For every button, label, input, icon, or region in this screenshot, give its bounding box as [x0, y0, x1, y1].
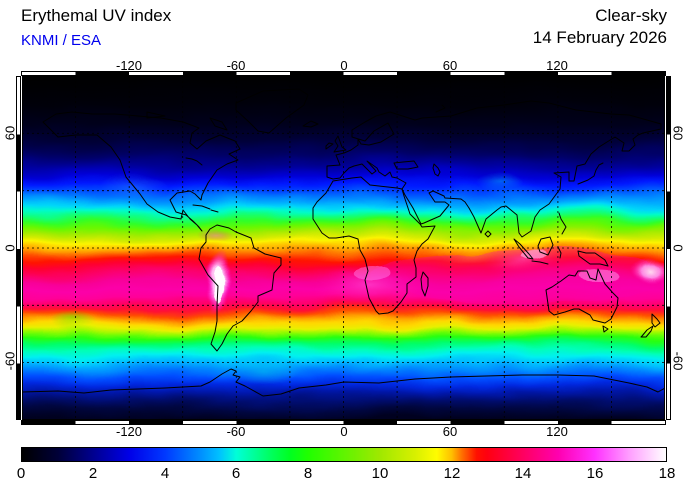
graticule	[22, 76, 665, 420]
new-guinea-coast	[577, 250, 609, 267]
colorbar-tick-18: 18	[658, 465, 676, 482]
australia-coast	[545, 268, 619, 324]
lon-tick-top-4: 60	[442, 58, 458, 73]
southeast-pacific-cool-patch	[50, 311, 98, 331]
east-africa-hotspot	[356, 265, 392, 283]
date-label: 14 February 2026	[532, 28, 667, 47]
southern-africa-hotspot	[308, 265, 432, 311]
coastlines	[22, 88, 665, 397]
antarctica-coast	[22, 368, 665, 397]
sulawesi-coast	[557, 246, 562, 259]
lon-tick-bottom-3: 0	[340, 424, 348, 439]
britain-coast	[333, 135, 347, 153]
colorbar-tick-0: 0	[16, 465, 26, 482]
greenland-coast	[235, 88, 309, 134]
borneo-coast	[537, 236, 554, 256]
ireland-coast	[325, 142, 334, 150]
japan-coast	[577, 162, 604, 185]
map-border	[22, 76, 665, 420]
uv-world-map	[22, 76, 665, 420]
eurasia-coast	[326, 100, 662, 238]
lat-tick-right-60: 60	[670, 125, 686, 141]
colorbar-tick-14: 14	[514, 465, 532, 482]
java-coast	[531, 260, 549, 265]
colorbar-tick-8: 8	[303, 465, 313, 482]
sumatra-coast	[513, 238, 534, 260]
victoria-island-coast	[146, 111, 166, 119]
credit-label: KNMI / ESA	[21, 32, 102, 49]
sri-lanka-coast	[484, 230, 492, 238]
colorbar-tick-10: 10	[371, 465, 389, 482]
lon-tick-top-5: 120	[546, 58, 568, 73]
colorbar-tick-16: 16	[586, 465, 604, 482]
page-title: Erythemal UV index	[21, 6, 172, 25]
new-zealand-north-coast	[651, 313, 661, 328]
west-pacific-hotspot	[630, 258, 665, 284]
hispaniola-coast	[210, 209, 219, 213]
colorbar-tick-12: 12	[443, 465, 461, 482]
coral-sea-hotspot	[580, 274, 620, 284]
lon-tick-top-3: 0	[340, 58, 348, 73]
map-frame-left	[16, 76, 21, 420]
tropics-magenta-band	[372, 250, 665, 302]
colorbar-tick-6: 6	[231, 465, 241, 482]
lon-tick-bottom-1: -120	[115, 424, 143, 439]
caspian-sea-outline	[432, 163, 441, 177]
lat-tick-right-0: 0	[670, 244, 686, 252]
lon-tick-top-1: -120	[115, 58, 143, 73]
map-frame-bottom	[21, 420, 666, 425]
indonesia-hotspot	[484, 246, 564, 274]
baffin-island-coast	[209, 117, 228, 131]
map-frame-right	[666, 76, 671, 420]
colorbar-tick-4: 4	[160, 465, 170, 482]
new-zealand-south-coast	[640, 325, 654, 338]
lon-tick-top-2: -60	[226, 58, 246, 73]
condition-label: Clear-sky	[595, 6, 667, 25]
colorbar-tick-2: 2	[88, 465, 98, 482]
north-america-coast	[42, 111, 241, 232]
tasmania-coast	[602, 325, 609, 333]
philippines-coast	[558, 212, 567, 235]
madagascar-coast	[420, 271, 429, 297]
lat-tick-right--60: -60	[670, 351, 686, 371]
uv-colorbar	[21, 447, 667, 462]
novaya-zemlya-coast	[435, 104, 446, 113]
black-sea-outline	[393, 160, 419, 170]
colombia-hotspot	[198, 226, 234, 242]
africa-coast	[312, 176, 436, 315]
lon-tick-bottom-5: 120	[546, 424, 568, 439]
great-lakes-outline	[185, 157, 203, 166]
south-america-coast	[198, 224, 282, 352]
andes-hotspot	[205, 250, 233, 314]
lon-tick-bottom-4: 60	[442, 424, 458, 439]
antarctic-peninsula-patch	[226, 358, 298, 384]
iceland-coast	[302, 120, 319, 128]
lon-tick-bottom-2: -60	[226, 424, 246, 439]
cuba-coast	[192, 204, 211, 210]
tibet-patch	[476, 173, 524, 191]
